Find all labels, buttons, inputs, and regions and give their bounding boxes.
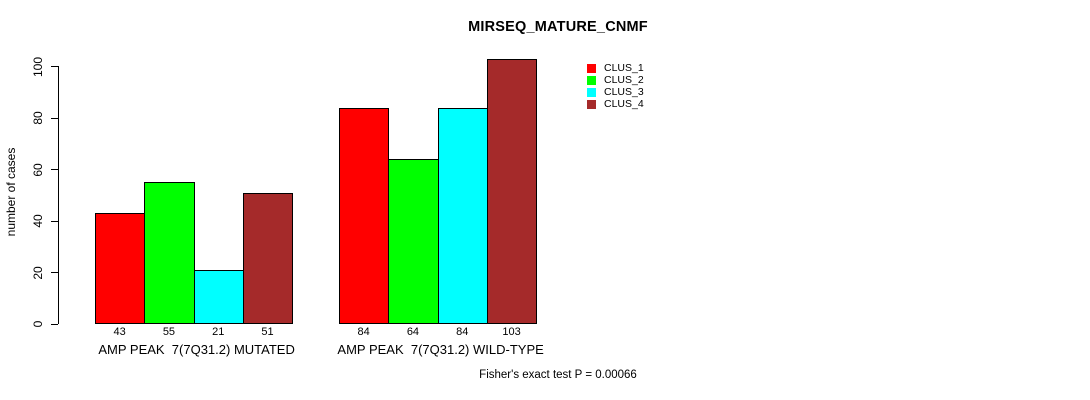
legend-label: CLUS_3: [604, 86, 644, 98]
legend-label: CLUS_2: [604, 74, 644, 86]
legend: CLUS_1 CLUS_2 CLUS_3 CLUS_4: [587, 62, 644, 110]
legend-item-clus_1: CLUS_1: [587, 62, 644, 74]
bar-clus_3-group1: [193, 269, 244, 324]
chart-title: MIRSEQ_MATURE_CNMF: [468, 19, 648, 35]
legend-swatch-clus_1: [587, 63, 596, 73]
bar-value-label: 84: [357, 326, 370, 338]
y-axis-title: number of cases: [4, 147, 18, 237]
y-axis-tick-mark: [51, 66, 58, 67]
bar-clus_4-group2: [486, 58, 538, 324]
x-axis-group-label: AMP PEAK 7(7Q31.2) MUTATED: [98, 342, 295, 357]
bar-value-label: 103: [502, 326, 521, 338]
bar-value-label: 21: [212, 326, 225, 338]
legend-item-clus_4: CLUS_4: [587, 98, 644, 110]
y-axis-tick-mark: [51, 272, 58, 273]
x-axis-group-label: AMP PEAK 7(7Q31.2) WILD-TYPE: [337, 342, 544, 357]
legend-label: CLUS_1: [604, 62, 644, 74]
bar-clus_4-group1: [242, 192, 294, 324]
y-axis-tick-mark: [51, 323, 58, 325]
legend-swatch-clus_2: [587, 75, 596, 85]
legend-item-clus_3: CLUS_3: [587, 86, 644, 98]
bar-value-label: 84: [456, 326, 469, 338]
legend-label: CLUS_4: [604, 98, 644, 110]
bar-value-label: 51: [261, 326, 274, 338]
bar-clus_3-group2: [437, 107, 488, 324]
y-axis-tick-label: 0: [31, 320, 45, 328]
bar-clus_2-group2: [388, 159, 439, 324]
legend-item-clus_2: CLUS_2: [587, 74, 644, 86]
bar-value-label: 55: [162, 326, 176, 338]
y-axis-tick-label: 100: [31, 56, 45, 77]
bar-value-label: 43: [113, 326, 126, 338]
y-axis-line: [58, 66, 59, 324]
legend-swatch-clus_3: [587, 87, 596, 97]
y-axis-tick-label: 40: [31, 214, 45, 228]
bar-value-label: 64: [406, 326, 420, 338]
y-axis-tick-mark: [51, 117, 58, 119]
legend-swatch-clus_4: [587, 99, 596, 109]
bar-clus_1-group2: [339, 107, 390, 324]
bar-clus_1-group1: [95, 213, 146, 324]
fisher-test-annotation: Fisher's exact test P = 0.00066: [479, 369, 637, 381]
bar-clus_2-group1: [144, 182, 195, 324]
y-axis-tick-mark: [51, 169, 58, 170]
y-axis-tick-label: 60: [31, 162, 45, 177]
y-axis-tick-label: 20: [31, 265, 45, 280]
y-axis-tick-label: 80: [31, 111, 45, 125]
y-axis-tick-mark: [51, 220, 58, 222]
